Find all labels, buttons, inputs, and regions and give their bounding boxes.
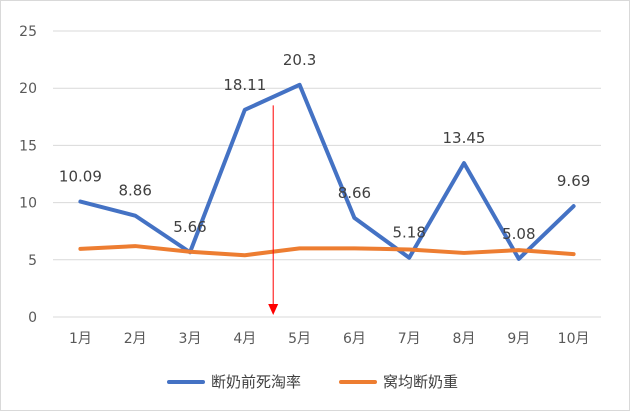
data-point — [188, 250, 192, 254]
data-labels: 10.09 8.86 5.66 18.11 20.3 8.66 5.18 13.45 5.08 9… — [59, 51, 590, 243]
data-point — [407, 248, 411, 252]
gridlines — [53, 30, 601, 318]
data-point — [572, 204, 576, 208]
data-point — [462, 161, 466, 165]
series-line-2 — [78, 244, 576, 258]
data-point — [243, 108, 247, 112]
data-label: 8.86 — [118, 182, 151, 200]
data-point — [572, 252, 576, 256]
data-label: 9.69 — [557, 172, 590, 190]
legend: 断奶前死淘率 窝均断奶重 — [167, 373, 458, 391]
x-tick-label: 3月 — [179, 331, 202, 347]
data-point — [243, 253, 247, 257]
data-point — [462, 251, 466, 255]
y-tick-label: 25 — [19, 24, 37, 40]
data-point — [78, 200, 82, 204]
data-point — [298, 83, 302, 87]
y-tick-label: 20 — [19, 81, 37, 97]
x-tick-label: 7月 — [398, 331, 421, 347]
series-line-1 — [78, 82, 576, 261]
data-point — [352, 246, 356, 250]
legend-label-1: 断奶前死淘率 — [211, 373, 301, 391]
data-point — [517, 248, 521, 252]
x-tick-label: 1月 — [69, 331, 92, 347]
data-label: 18.11 — [223, 76, 266, 94]
data-point — [133, 214, 137, 218]
data-label: 8.66 — [338, 184, 371, 202]
data-point — [407, 256, 411, 260]
data-point — [78, 247, 82, 251]
data-label: 5.08 — [502, 225, 535, 243]
annotation-arrow-head — [268, 304, 279, 315]
y-tick-label: 0 — [28, 310, 37, 326]
x-tick-label: 5月 — [288, 331, 311, 347]
x-tick-label: 6月 — [343, 331, 366, 347]
data-label: 5.18 — [392, 224, 425, 242]
legend-label-2: 窝均断奶重 — [383, 373, 458, 391]
x-tick-label: 8月 — [453, 331, 476, 347]
y-axis-ticks: 0 5 10 15 20 25 — [19, 24, 37, 326]
series-lines — [78, 82, 576, 261]
x-axis-ticks: 1月 2月 3月 4月 5月 6月 7月 8月 9月 10月 — [69, 331, 590, 347]
y-tick-label: 10 — [19, 196, 37, 212]
data-label: 10.09 — [59, 168, 102, 186]
y-tick-label: 5 — [28, 253, 37, 269]
x-tick-label: 9月 — [507, 331, 530, 347]
data-point — [133, 244, 137, 248]
x-tick-label: 10月 — [558, 331, 590, 347]
data-point — [517, 257, 521, 261]
data-label: 20.3 — [283, 51, 316, 69]
data-point — [298, 246, 302, 250]
data-label: 13.45 — [443, 129, 486, 147]
x-tick-label: 4月 — [233, 331, 256, 347]
annotation-arrow — [268, 105, 279, 315]
data-point — [352, 216, 356, 220]
x-tick-label: 2月 — [124, 331, 147, 347]
y-tick-label: 15 — [19, 138, 37, 154]
data-label: 5.66 — [173, 218, 206, 236]
